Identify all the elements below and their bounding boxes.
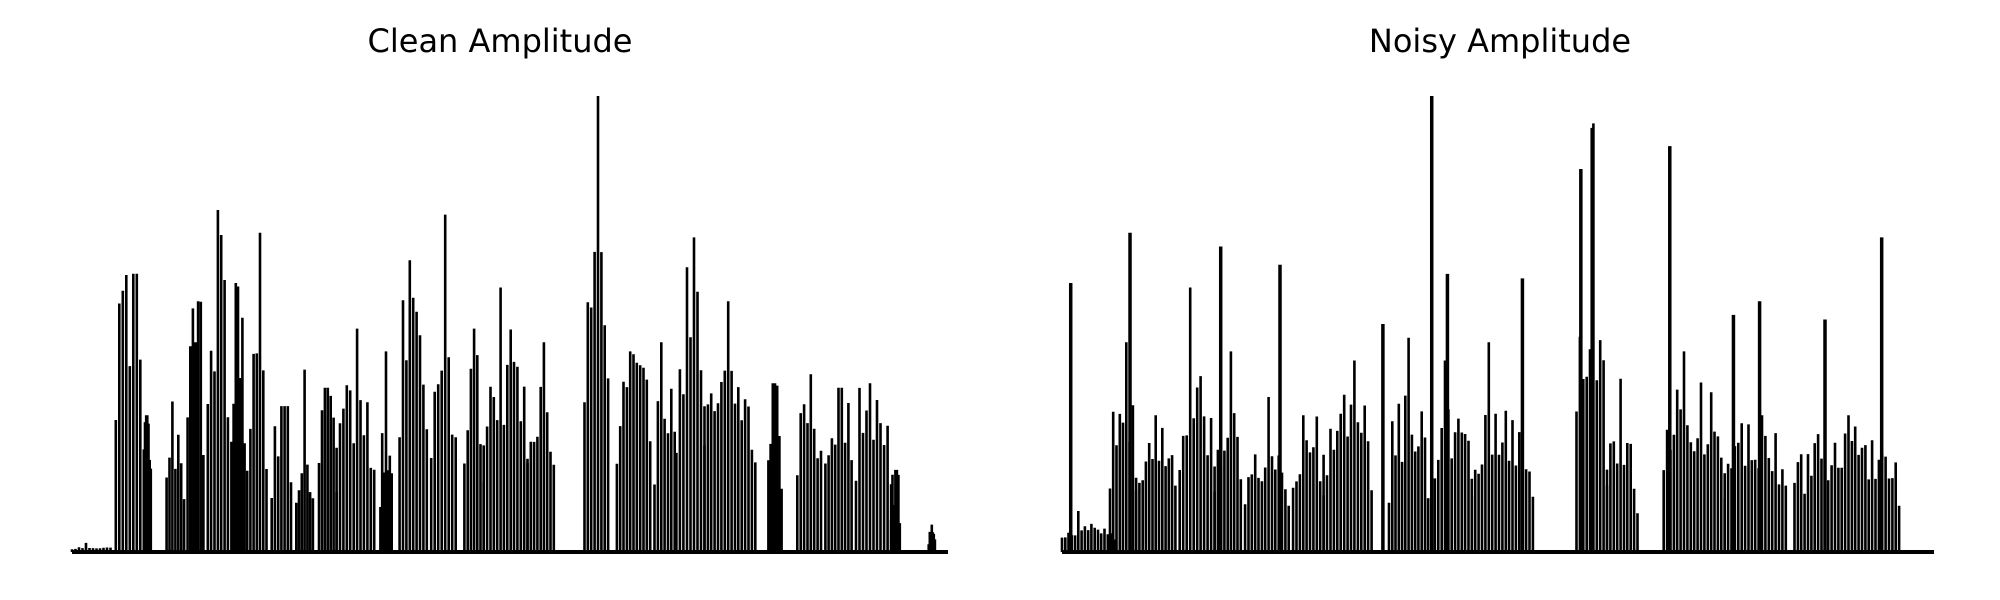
amplitude-burst bbox=[230, 283, 246, 552]
amplitude-burst bbox=[429, 214, 457, 552]
amplitude-burst bbox=[583, 96, 610, 552]
amplitude-burst bbox=[1108, 342, 1138, 552]
clean-amplitude-panel: Clean Amplitude bbox=[70, 22, 948, 554]
amplitude-burst bbox=[1213, 351, 1243, 552]
amplitude-burst bbox=[245, 232, 268, 552]
amplitude-burst bbox=[1134, 415, 1177, 552]
amplitude-burst bbox=[206, 210, 230, 552]
amplitude-burst bbox=[114, 273, 146, 552]
amplitude-burst bbox=[295, 369, 315, 552]
amplitude-burst bbox=[889, 469, 902, 552]
amplitude-burst bbox=[1178, 287, 1216, 552]
amplitude-burst bbox=[317, 387, 338, 552]
amplitude-burst bbox=[1605, 378, 1639, 552]
chart-title: Clean Amplitude bbox=[367, 22, 633, 60]
amplitude-burst bbox=[767, 383, 783, 552]
amplitude-burst bbox=[142, 415, 153, 552]
amplitude-burst bbox=[398, 260, 429, 552]
amplitude-burst bbox=[335, 328, 376, 552]
amplitude-burst bbox=[1291, 415, 1325, 552]
amplitude-burst bbox=[1426, 360, 1474, 552]
amplitude-burst bbox=[165, 401, 186, 552]
amplitude-burst bbox=[675, 237, 706, 552]
amplitude-burst bbox=[70, 542, 116, 552]
noisy-amplitude-panel: Noisy Amplitude bbox=[1000, 0, 2000, 600]
amplitude-burst bbox=[186, 301, 205, 552]
amplitude-burst bbox=[854, 383, 893, 552]
amplitude-burst bbox=[703, 301, 757, 552]
amplitude-burst bbox=[653, 342, 676, 552]
amplitude-burst bbox=[796, 374, 823, 552]
amplitude-burst bbox=[1470, 342, 1535, 552]
amplitude-burst bbox=[379, 351, 393, 552]
amplitude-burst bbox=[927, 524, 937, 552]
amplitude-burst bbox=[615, 351, 652, 552]
amplitude-burst bbox=[1662, 351, 1726, 552]
amplitude-burst bbox=[463, 328, 485, 552]
chart-title: Noisy Amplitude bbox=[1368, 22, 1632, 60]
amplitude-burst bbox=[482, 287, 529, 552]
amplitude-burst bbox=[1793, 415, 1901, 552]
amplitude-burst bbox=[526, 342, 556, 552]
amplitude-burst bbox=[1322, 360, 1373, 552]
amplitude-burst bbox=[1243, 397, 1290, 552]
amplitude-burst bbox=[824, 387, 853, 552]
noisy-amplitude-plot bbox=[1060, 96, 1934, 554]
amplitude-burst bbox=[270, 406, 293, 552]
clean-amplitude-plot bbox=[70, 96, 948, 554]
amplitude-burst bbox=[1387, 337, 1430, 552]
